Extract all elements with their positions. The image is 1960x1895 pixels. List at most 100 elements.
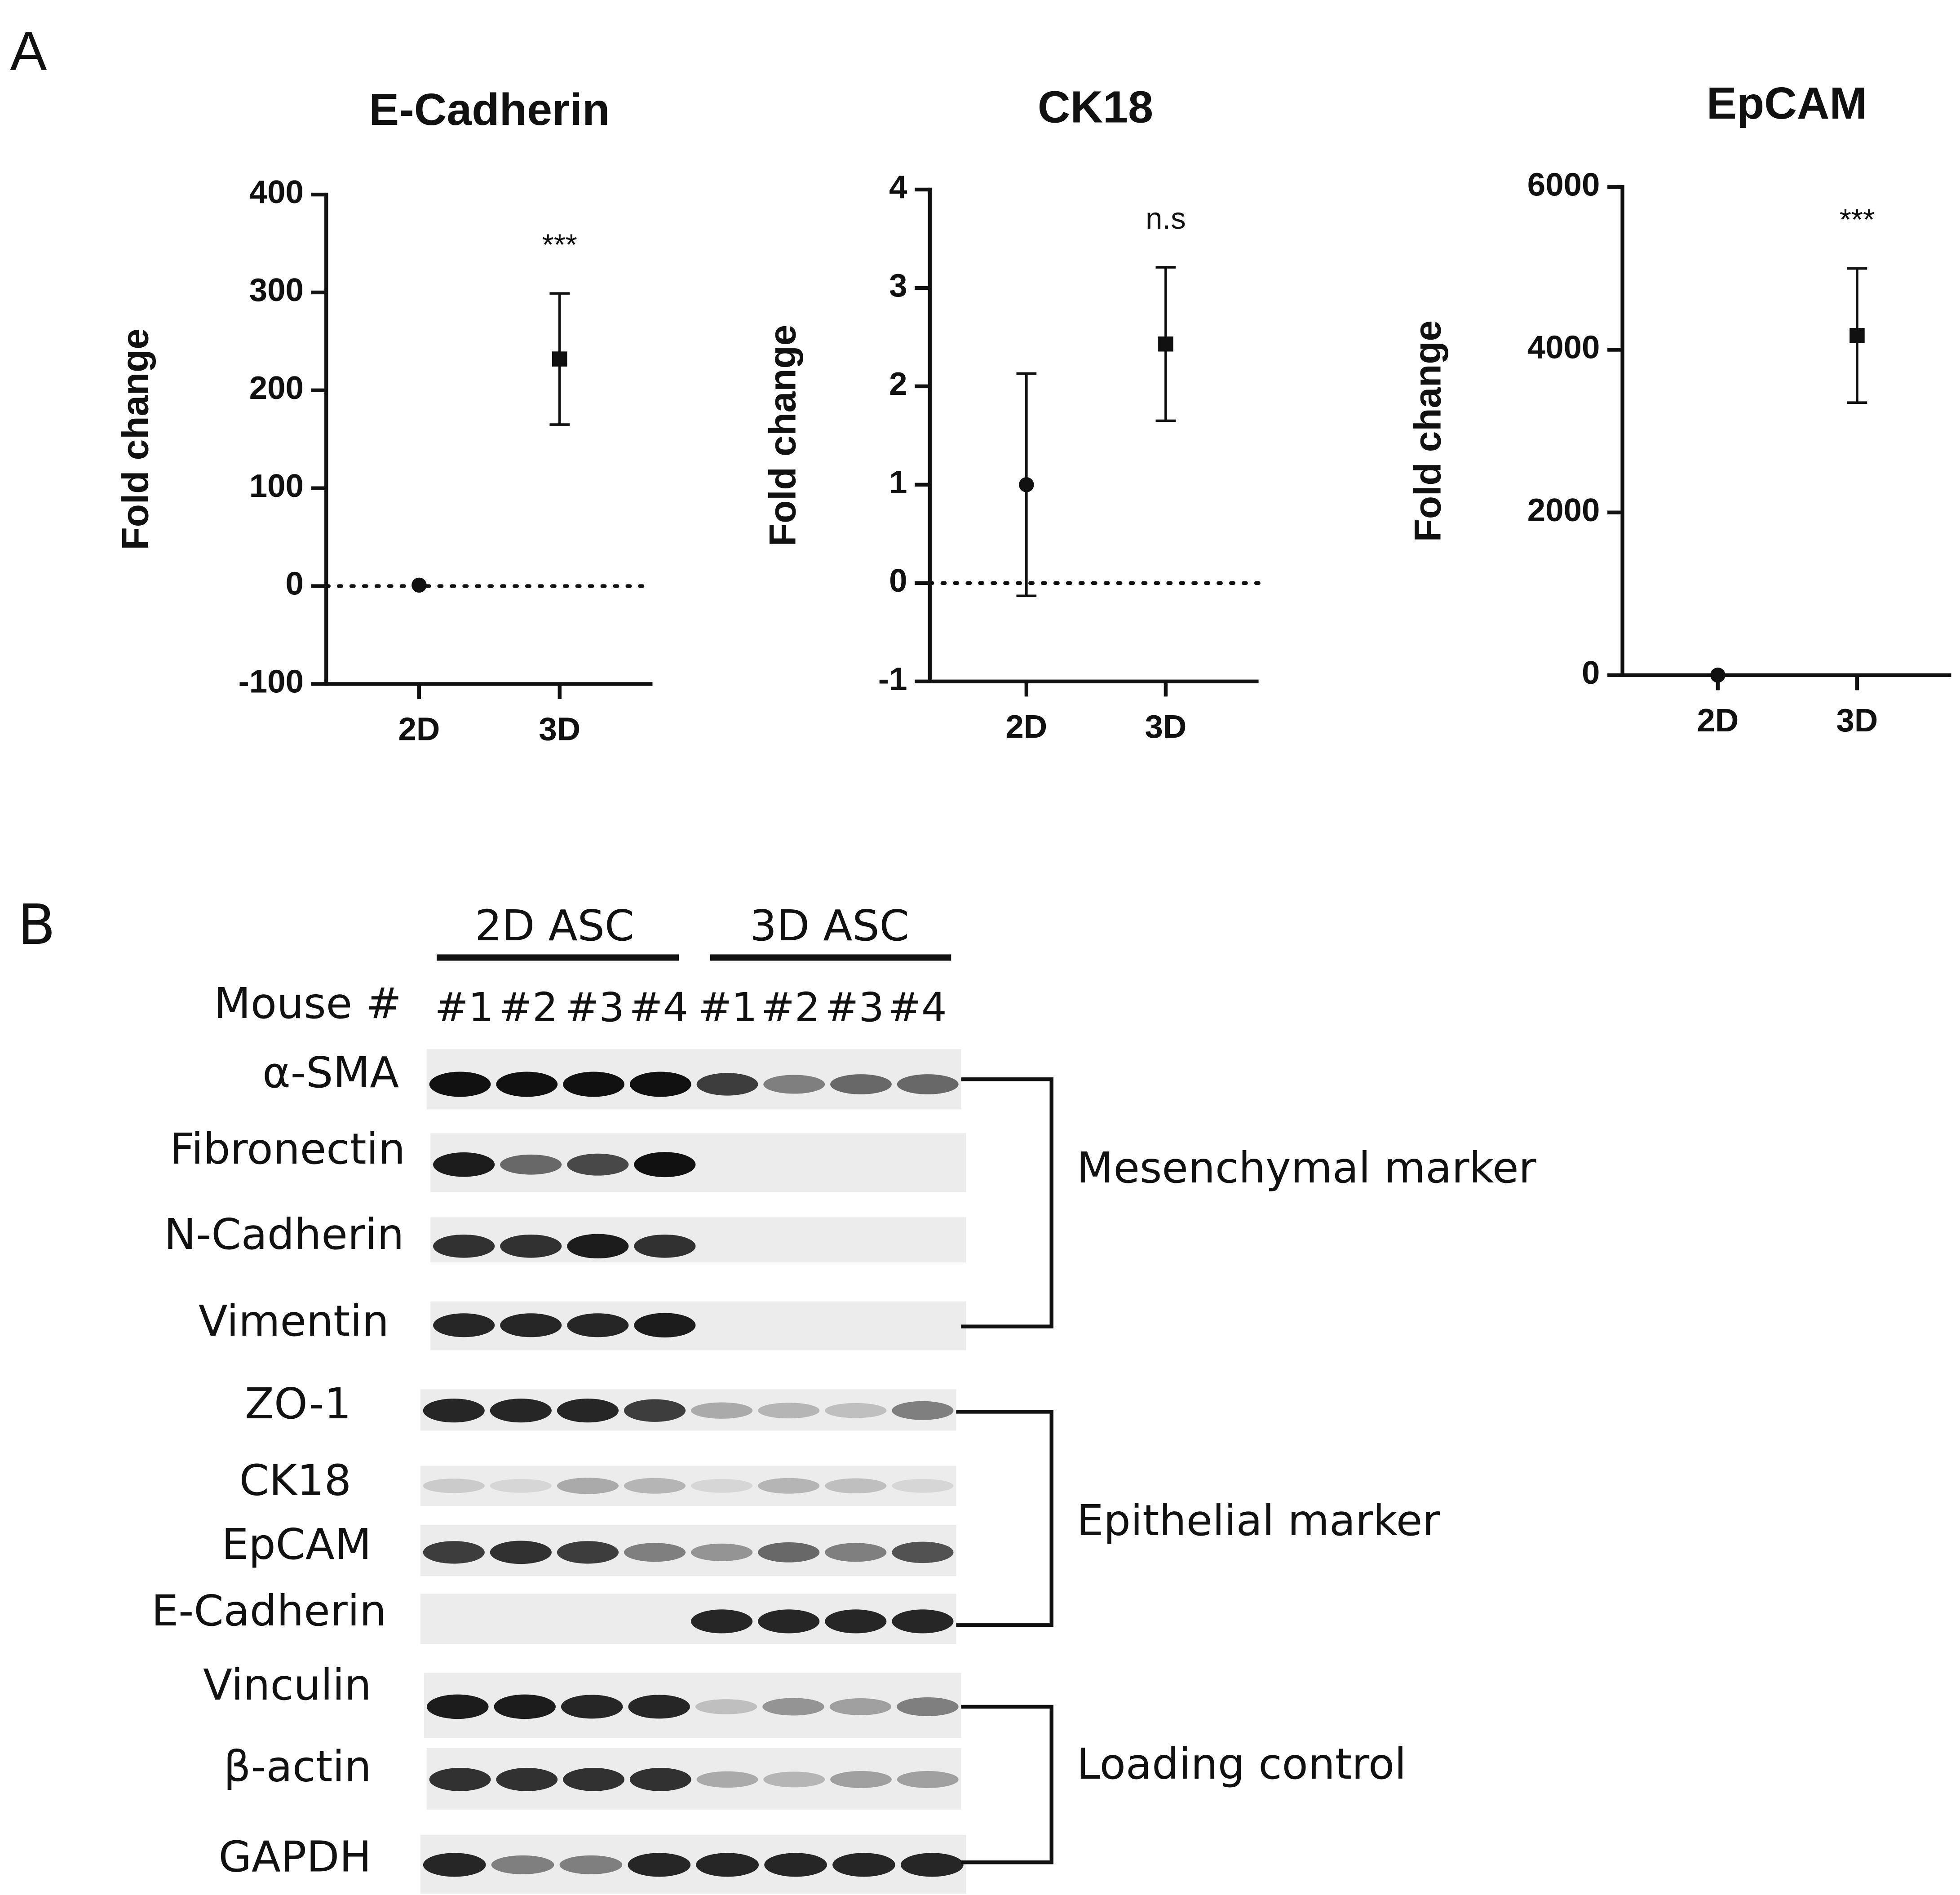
bracket-label: Loading control xyxy=(1077,1740,1407,1789)
lane-header: Mouse # xyxy=(214,979,402,1028)
band xyxy=(892,1401,954,1420)
x-tick-label: 3D xyxy=(539,711,580,748)
band xyxy=(695,1699,757,1714)
lane-label: #4 xyxy=(888,984,947,1031)
lane-label: #1 xyxy=(435,984,494,1031)
point xyxy=(1849,328,1865,343)
protein-label: ZO-1 xyxy=(245,1379,351,1429)
y-tick-label: 0 xyxy=(286,566,304,602)
band xyxy=(897,1771,959,1788)
y-tick-label: 2 xyxy=(889,366,907,402)
bracket-label: Epithelial marker xyxy=(1077,1496,1441,1545)
chart-title: CK18 xyxy=(1038,82,1153,132)
point xyxy=(1019,477,1034,492)
band xyxy=(758,1478,820,1494)
band xyxy=(557,1478,619,1494)
x-tick-label: 2D xyxy=(1697,702,1739,739)
band xyxy=(491,1855,554,1874)
y-tick-label: 4 xyxy=(889,169,907,205)
point xyxy=(1158,336,1173,352)
bracket-label: Mesenchymal marker xyxy=(1077,1143,1537,1193)
band xyxy=(634,1152,696,1178)
band xyxy=(830,1074,892,1094)
x-tick-label: 3D xyxy=(1145,708,1186,745)
bracket xyxy=(961,1705,1053,1864)
band xyxy=(758,1609,820,1634)
point xyxy=(1710,667,1726,683)
band xyxy=(825,1478,887,1494)
y-tick-label: -1 xyxy=(878,661,907,697)
band xyxy=(762,1698,824,1716)
panel-label: B xyxy=(18,893,55,957)
lane-label: #2 xyxy=(761,984,820,1031)
protein-label: N-Cadherin xyxy=(164,1210,404,1259)
band xyxy=(563,1768,624,1791)
x-tick-label: 3D xyxy=(1836,702,1878,739)
y-axis-label: Fold change xyxy=(761,325,804,546)
band xyxy=(758,1403,820,1419)
band xyxy=(832,1853,895,1877)
band xyxy=(423,1479,485,1493)
y-axis-label: Fold change xyxy=(114,328,156,550)
point xyxy=(411,577,427,593)
band xyxy=(758,1542,820,1563)
y-tick-label: -100 xyxy=(239,664,304,700)
y-tick-label: 2000 xyxy=(1527,492,1600,528)
band xyxy=(691,1609,753,1634)
y-tick-label: 0 xyxy=(1582,655,1600,691)
band xyxy=(691,1543,753,1561)
band xyxy=(563,1071,624,1097)
chart-title: EpCAM xyxy=(1707,78,1867,128)
panel-label: A xyxy=(10,20,47,82)
band xyxy=(624,1478,686,1494)
group-label: 3D ASC xyxy=(750,901,909,951)
band xyxy=(557,1541,619,1564)
band xyxy=(624,1399,686,1422)
band xyxy=(494,1694,556,1719)
protein-label: Vinculin xyxy=(203,1660,372,1710)
band xyxy=(897,1697,959,1716)
band xyxy=(427,1694,489,1719)
band xyxy=(892,1479,954,1493)
band xyxy=(696,1073,758,1096)
annotation: n.s xyxy=(1146,202,1186,235)
band xyxy=(830,1771,892,1788)
protein-label: α-SMA xyxy=(262,1048,399,1098)
band xyxy=(423,1541,485,1564)
y-tick-label: 100 xyxy=(249,468,304,504)
point xyxy=(552,351,567,367)
y-tick-label: 1 xyxy=(889,464,907,500)
annotation: *** xyxy=(542,228,577,261)
x-tick-label: 2D xyxy=(398,711,440,748)
band xyxy=(559,1855,623,1874)
y-tick-label: 4000 xyxy=(1527,329,1600,366)
blot-strip xyxy=(420,1466,956,1506)
band xyxy=(900,1853,964,1877)
band xyxy=(567,1153,629,1176)
band xyxy=(429,1768,491,1791)
lane-label: #1 xyxy=(698,984,757,1031)
band xyxy=(557,1399,619,1423)
band xyxy=(829,1698,892,1715)
band xyxy=(429,1071,491,1097)
band xyxy=(696,1853,759,1877)
band xyxy=(490,1479,552,1493)
band xyxy=(496,1071,558,1097)
protein-label: Fibronectin xyxy=(170,1125,405,1174)
protein-label: GAPDH xyxy=(218,1833,371,1882)
band xyxy=(496,1768,558,1791)
band xyxy=(892,1609,954,1634)
protein-label: CK18 xyxy=(239,1456,351,1505)
band xyxy=(624,1543,686,1562)
band xyxy=(897,1074,959,1094)
protein-label: E-Cadherin xyxy=(151,1586,386,1636)
band xyxy=(500,1234,562,1258)
band xyxy=(433,1152,495,1177)
band xyxy=(629,1768,691,1791)
band xyxy=(892,1541,954,1563)
y-tick-label: 300 xyxy=(249,272,304,308)
group-label: 2D ASC xyxy=(475,901,634,951)
band xyxy=(763,1771,825,1788)
band xyxy=(634,1313,696,1337)
